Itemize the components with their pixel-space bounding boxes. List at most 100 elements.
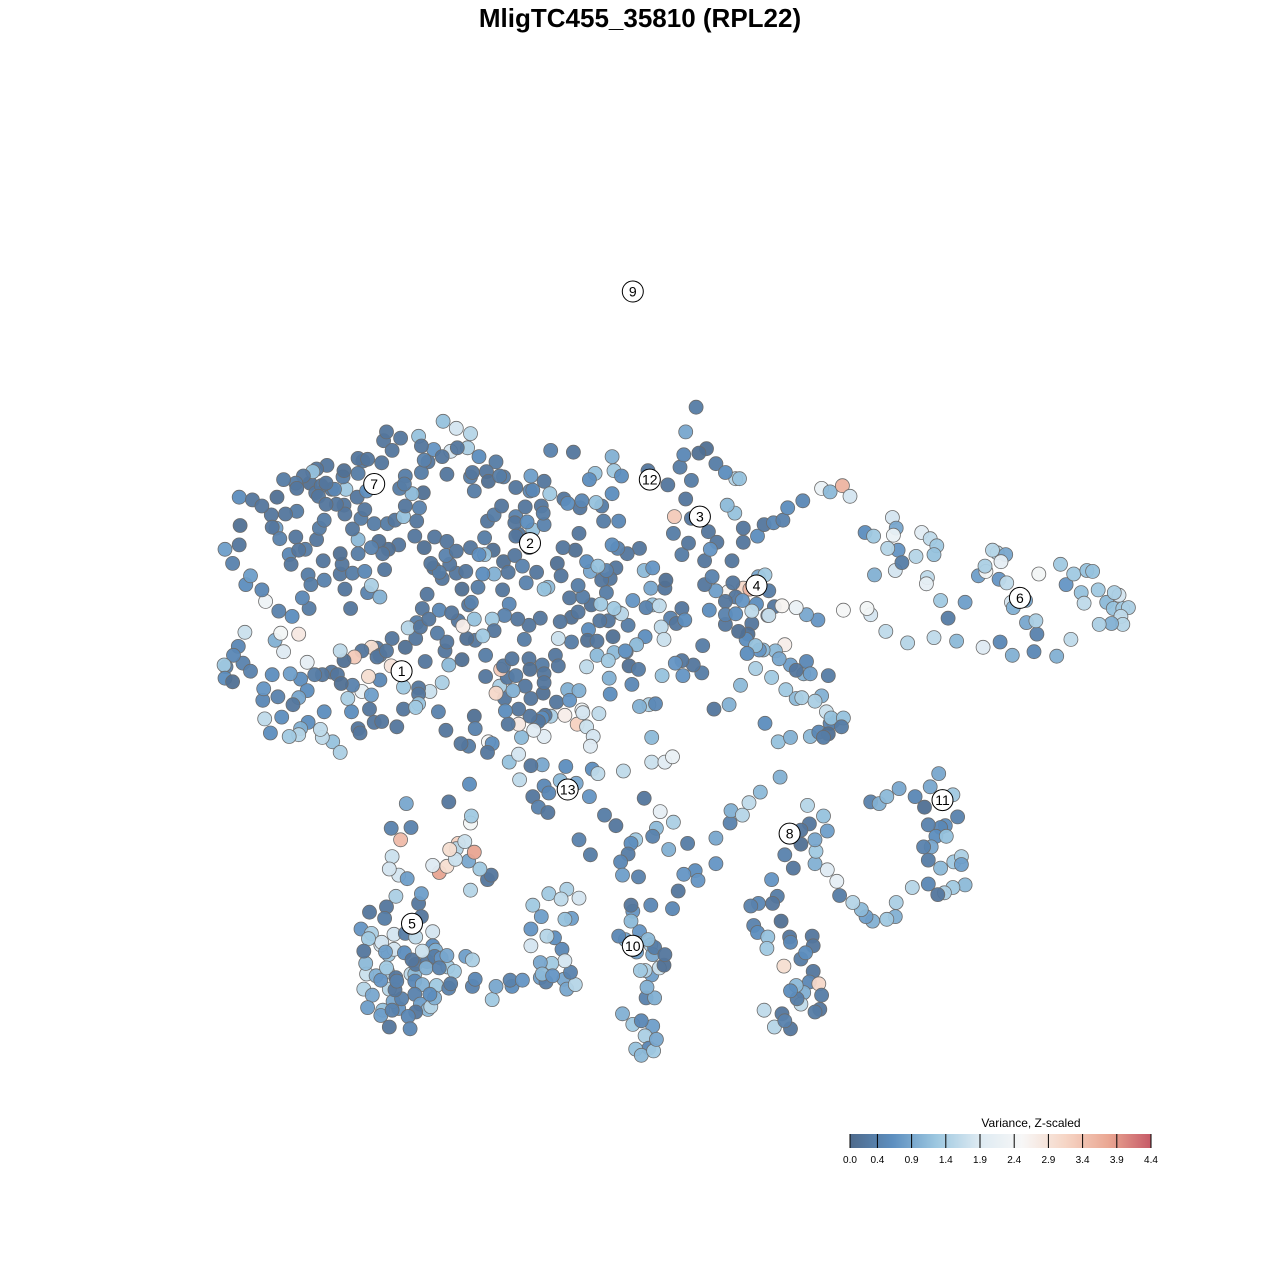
scatter-point	[448, 543, 464, 559]
scatter-point	[502, 972, 518, 988]
scatter-point	[332, 745, 348, 760]
scatter-point	[743, 898, 759, 914]
scatter-point	[372, 589, 388, 605]
scatter-point	[558, 759, 574, 774]
scatter-point	[764, 670, 779, 685]
scatter-point	[438, 722, 454, 738]
scatter-point	[536, 473, 552, 489]
scatter-point	[444, 605, 460, 621]
scatter-point	[404, 952, 420, 968]
scatter-point	[724, 553, 740, 569]
scatter-point	[478, 647, 494, 663]
scatter-point	[459, 631, 475, 646]
scatter-point	[421, 611, 437, 627]
scatter-point	[651, 598, 667, 614]
scatter-point	[780, 500, 796, 516]
cluster-label-text: 11	[935, 792, 950, 808]
scatter-point	[562, 692, 577, 708]
scatter-point	[350, 546, 366, 562]
scatter-point	[384, 849, 400, 864]
scatter-point	[291, 542, 307, 558]
scatter-point	[264, 519, 280, 535]
scatter-point	[545, 968, 560, 984]
scatter-point	[507, 548, 523, 563]
scatter-point	[656, 632, 672, 647]
scatter-point	[1091, 617, 1107, 632]
scatter-point	[645, 560, 661, 576]
scatter-point	[748, 661, 763, 676]
scatter-point	[462, 776, 477, 792]
scatter-point	[676, 447, 692, 463]
scatter-point	[657, 947, 673, 962]
scatter-point	[701, 524, 716, 540]
scatter-point	[475, 566, 491, 582]
scatter-point	[400, 1009, 416, 1024]
scatter-point	[950, 809, 965, 825]
scatter-point	[770, 734, 786, 750]
scatter-point	[396, 679, 411, 695]
scatter-point	[638, 600, 654, 615]
scatter-point	[543, 442, 559, 458]
scatter-point	[553, 891, 569, 907]
scatter-point	[552, 614, 568, 630]
cluster-label-text: 3	[696, 509, 704, 525]
scatter-point	[217, 541, 233, 557]
scatter-point	[412, 500, 427, 516]
scatter-point	[522, 662, 538, 677]
scatter-point	[725, 575, 741, 591]
scatter-point	[264, 667, 280, 683]
scatter-point	[453, 736, 469, 751]
scatter-point	[243, 568, 258, 584]
scatter-point	[916, 839, 931, 855]
scatter-point	[425, 924, 441, 940]
scatter-point	[526, 722, 542, 738]
scatter-point	[254, 582, 270, 598]
scatter-point	[284, 609, 300, 624]
scatter-point	[510, 611, 526, 627]
scatter-point	[772, 769, 788, 785]
scatter-point	[522, 708, 538, 724]
scatter-point	[567, 542, 583, 558]
colorbar-tick-label: 1.9	[973, 1155, 987, 1166]
scatter-point	[364, 987, 380, 1003]
scatter-point	[495, 582, 511, 598]
scatter-point	[492, 468, 508, 484]
scatter-point	[525, 897, 541, 913]
scatter-point	[377, 562, 393, 577]
scatter-point	[549, 694, 564, 710]
scatter-point	[917, 799, 932, 815]
scatter-point	[361, 931, 376, 947]
scatter-point	[645, 828, 661, 844]
scatter-point	[416, 540, 432, 555]
scatter-point	[744, 603, 760, 619]
scatter-point	[434, 449, 450, 465]
cluster-label-10: 10	[621, 934, 644, 957]
scatter-point	[463, 594, 479, 610]
scatter-point	[631, 869, 646, 885]
scatter-point	[523, 938, 539, 954]
scatter-point	[384, 1002, 400, 1018]
scatter-point	[312, 722, 328, 737]
cluster-label-text: 7	[370, 476, 378, 492]
chart-title: MligTC455_35810 (RPL22)	[479, 3, 801, 33]
scatter-point	[500, 564, 516, 580]
scatter-point	[678, 424, 694, 440]
colorbar-tick-label: 0.0	[843, 1155, 857, 1166]
scatter-point	[704, 569, 720, 585]
scatter-point	[357, 564, 373, 579]
scatter-point	[439, 948, 455, 963]
scatter-point	[567, 977, 583, 992]
cluster-label-text: 1	[398, 663, 406, 679]
scatter-point	[458, 564, 474, 579]
scatter-point	[316, 704, 332, 720]
scatter-point	[776, 958, 792, 974]
scatter-point	[497, 703, 513, 719]
scatter-point	[735, 807, 750, 823]
scatter-point	[1106, 585, 1122, 600]
scatter-point	[557, 953, 573, 969]
scatter-point	[413, 465, 429, 480]
scatter-point	[949, 633, 964, 649]
scatter-point	[441, 794, 457, 810]
scatter-point	[464, 952, 480, 968]
scatter-point	[356, 943, 372, 959]
